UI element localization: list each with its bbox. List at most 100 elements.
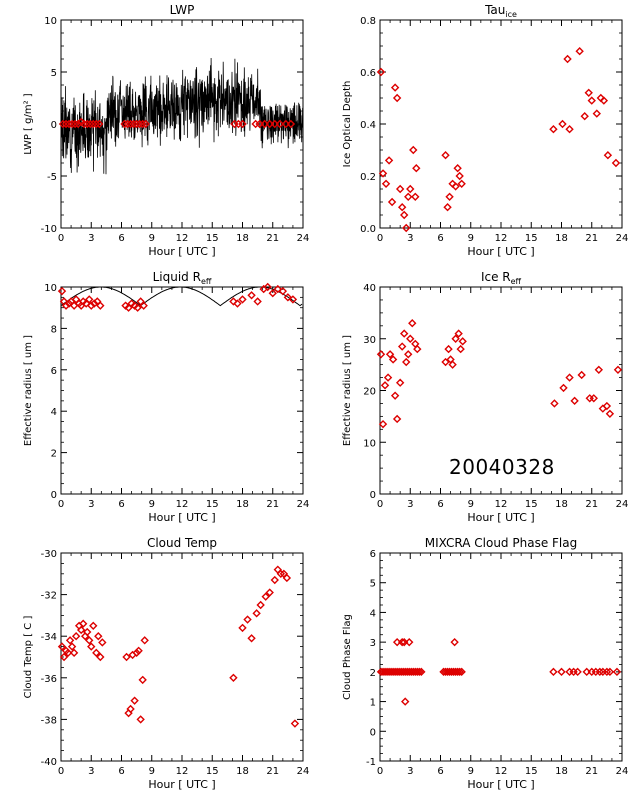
data-point [408,319,417,328]
x-tick-label: 24 [297,233,310,244]
x-tick-label: 12 [176,766,189,777]
data-point [229,297,238,306]
data-point [268,289,277,298]
data-point [395,378,405,387]
x-tick-label: 0 [377,233,383,244]
data-point [443,203,452,212]
data-point [132,648,141,658]
data-point [441,357,450,367]
data-point [70,119,80,129]
data-point [276,569,286,578]
data-point [141,119,150,129]
data-point [404,350,413,359]
data-point [67,642,77,651]
x-tick-label: 12 [176,499,189,510]
x-tick-label: 3 [407,766,413,777]
data-point [565,373,574,382]
x-tick-label: 0 [58,766,64,777]
data-point [135,119,144,129]
data-point [397,203,407,212]
x-tick-label: 0 [58,499,64,510]
x-tick-label: 0 [58,233,64,244]
y-tick-label: 2 [51,449,57,460]
data-point [275,119,284,129]
x-tick-label: 24 [297,499,310,510]
data-point [381,179,391,188]
data-point [451,334,460,343]
panel-1: 0 3 6 9 12 15 18 21 24 -10 -5 0 5 10 LWP Hour [ UTC ] LW… [23,3,309,258]
data-point [57,286,67,296]
data-point [392,93,402,103]
x-tick-label: 24 [297,766,310,777]
y-tick-label: 10 [44,16,57,27]
x-tick-label: 21 [585,499,598,510]
x-tick-label: 9 [149,499,155,510]
y-tick-label: 30 [363,335,376,346]
data-point [95,119,104,129]
x-tick-label: 3 [88,233,94,244]
data-point [73,119,83,129]
data-point [63,648,73,658]
x-tick-label: 3 [407,233,413,244]
data-point [549,125,558,134]
y-tick-label: -10 [41,224,57,235]
x-axis-label: Hour [ UTC ] [148,245,215,258]
data-point [126,704,135,714]
data-point [392,414,402,424]
data-point [402,223,411,233]
panel-5: 0 3 6 9 12 15 18 21 24 -40 -38 -36 -34 -32 -30 Cloud Te… [23,536,309,791]
y-tick-label: 5 [51,68,57,79]
x-tick-label: 0 [377,766,383,777]
x-tick-label: 12 [495,766,508,777]
chart-title: MIXCRA Cloud Phase Flag [425,536,577,550]
y-tick-label: 1 [370,698,376,709]
data-point [138,675,147,685]
data-point [96,301,105,310]
y-tick-label: 0.8 [360,16,376,27]
plot-frame [379,552,623,762]
data-point [278,286,288,296]
x-tick-label: 12 [495,233,508,244]
data-point [126,119,135,129]
data-point [605,667,615,677]
y-tick-label: 0 [51,120,57,131]
x-tick-label: 6 [118,233,124,244]
data-point [580,112,589,121]
data-point [455,171,464,181]
data-point [402,357,411,367]
data-point [67,119,77,129]
data-point [412,164,421,173]
y-tick-label: 0 [370,490,376,501]
x-tick-label: 18 [236,499,249,510]
data-point [247,291,256,300]
data-point [122,652,131,662]
data-point [134,646,143,655]
data-point [252,609,261,618]
data-point [390,391,400,400]
data-point [71,632,81,641]
y-tick-label: -38 [41,715,57,726]
data-point [605,409,615,418]
data-point [96,652,105,662]
x-tick-label: 21 [266,233,279,244]
x-tick-label: 6 [437,233,443,244]
y-tick-label: -32 [41,591,57,602]
data-point [273,284,282,294]
data-point [584,88,593,97]
x-axis-label: Hour [ UTC ] [148,511,215,524]
y-tick-label: 0 [370,727,376,738]
data-point [238,623,247,633]
data-point [85,295,94,304]
data-point [89,119,98,129]
x-tick-label: 21 [266,766,279,777]
data-point [85,636,94,645]
data-point [238,295,247,304]
y-tick-label: -5 [47,172,57,183]
x-tick-label: 15 [206,499,219,510]
chart-title: Cloud Temp [147,536,217,550]
x-tick-label: 15 [206,233,219,244]
data-point [448,360,457,369]
x-tick-label: 0 [377,499,383,510]
data-point [65,636,75,645]
